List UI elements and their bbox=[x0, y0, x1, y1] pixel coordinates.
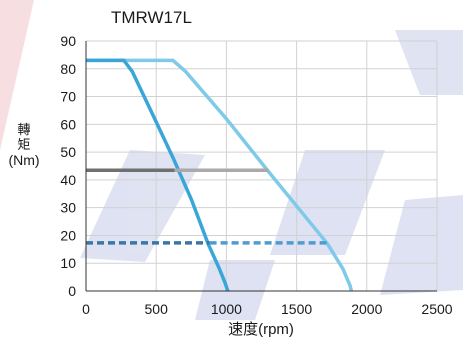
y-tick-label-2: 20 bbox=[60, 227, 76, 243]
y-tick-label-6: 60 bbox=[60, 116, 76, 132]
x-tick-label-5: 2500 bbox=[421, 301, 452, 317]
watermark bbox=[0, 0, 463, 320]
x-tick-label-4: 2000 bbox=[351, 301, 382, 317]
grid bbox=[85, 40, 438, 292]
y-tick-label-1: 10 bbox=[60, 255, 76, 271]
y-tick-label-4: 40 bbox=[60, 172, 76, 188]
y-axis-label-line-3: (Nm) bbox=[8, 152, 39, 168]
y-tick-label-8: 80 bbox=[60, 61, 76, 77]
y-tick-label-0: 0 bbox=[68, 283, 76, 299]
y-axis-label-line-2: 矩 bbox=[17, 137, 30, 152]
y-tick-label-5: 50 bbox=[60, 144, 76, 160]
y-tick-label-3: 30 bbox=[60, 200, 76, 216]
chart-title: TMRW17L bbox=[111, 8, 192, 27]
y-tick-label-7: 70 bbox=[60, 89, 76, 105]
x-tick-label-0: 0 bbox=[82, 301, 90, 317]
y-tick-label-9: 90 bbox=[60, 33, 76, 49]
series-group bbox=[86, 58, 354, 292]
x-tick-label-3: 1500 bbox=[281, 301, 312, 317]
x-tick-label-2: 1000 bbox=[211, 301, 242, 317]
axes: 0 500 1000 1500 2000 2500 0 10 20 30 40 50 60 70 80 90 bbox=[60, 33, 452, 317]
x-tick-label-1: 500 bbox=[145, 301, 169, 317]
x-axis-label: 速度(rpm) bbox=[228, 321, 294, 338]
y-axis-label-line-1: 轉 bbox=[17, 122, 30, 137]
series-line-1 bbox=[86, 58, 230, 292]
